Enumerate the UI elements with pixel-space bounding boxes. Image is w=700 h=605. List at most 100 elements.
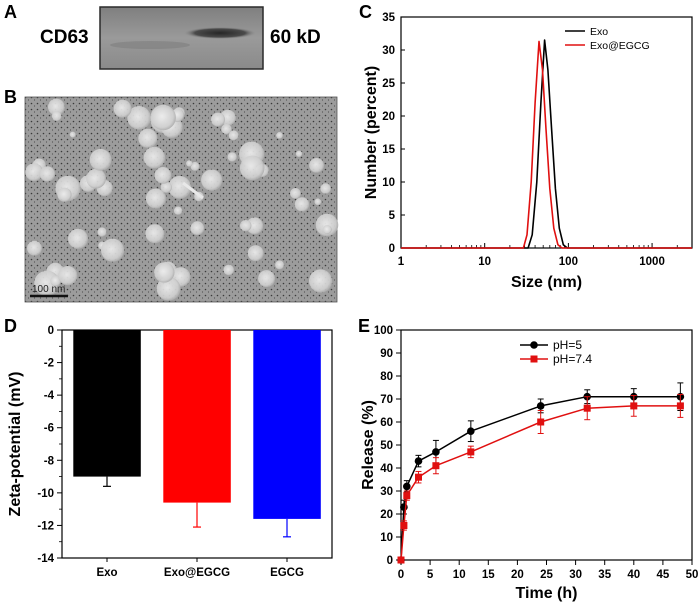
tem-vesicle (246, 217, 264, 235)
tem-vesicle (295, 150, 303, 157)
y-tick-label: -10 (37, 488, 54, 500)
x-tick-label: 20 (511, 569, 524, 581)
y-tick-label: 5 (389, 210, 396, 222)
y-tick-label: 20 (382, 111, 395, 123)
tem-vesicle (58, 266, 78, 286)
tem-vesicle (25, 163, 43, 182)
panel-letter-a: A (4, 2, 17, 22)
tem-vesicle (322, 225, 332, 234)
tem-vesicle (68, 228, 88, 249)
data-point-ph-7-4 (676, 402, 684, 410)
tem-vesicle (48, 98, 65, 116)
x-tick-label: 0 (398, 569, 404, 581)
tem-vesicle (154, 262, 175, 283)
tem-vesicle (160, 181, 172, 193)
blot-protein-label: CD63 (40, 27, 89, 48)
panel-letter-d: D (4, 316, 17, 336)
data-point-ph-5 (432, 448, 440, 456)
tem-vesicle (228, 130, 239, 141)
y-tick-label: 35 (382, 12, 395, 24)
x-tick-label: 10 (478, 256, 491, 268)
y-tick-label: 50 (380, 440, 393, 452)
y-tick-label: 20 (380, 509, 393, 521)
y-tick-label: -4 (44, 390, 55, 402)
y-tick-label: 25 (382, 78, 395, 90)
y-tick-label: -14 (37, 553, 54, 565)
tem-vesicle (290, 188, 301, 199)
y-tick-label: -2 (44, 358, 54, 370)
tem-vesicle (173, 206, 183, 215)
tem-vesicle (89, 148, 112, 171)
legend-label: Exo@EGCG (590, 40, 650, 52)
tem-vesicle (168, 175, 192, 199)
y-tick-label: 10 (380, 532, 393, 544)
tem-fiber (182, 181, 204, 200)
data-point-ph-7-4 (537, 418, 545, 426)
data-point-ph-5 (403, 482, 411, 491)
panel-e: E 0 10 20 30 40 50 60 70 80 90 100 0 5 10 15 20 25 30 35 40… (358, 316, 698, 602)
category-label: Exo (96, 567, 117, 579)
tem-vesicle (258, 270, 276, 288)
y-tick-label: 15 (382, 144, 395, 156)
y-tick-label: 100 (374, 325, 393, 337)
tem-vesicle (190, 161, 200, 171)
tem-vesicle (314, 198, 322, 206)
x-tick-label: 1000 (639, 256, 665, 268)
zeta-potential-chart: 0 -2 -4 -6 -8 -10 -12 -14 Exo Exo@EGCG EGCG Zeta-po… (7, 325, 333, 579)
tem-vesicle (201, 169, 223, 191)
x-axis-title: Size (nm) (511, 274, 582, 291)
legend-marker (530, 341, 538, 349)
tem-vesicle (247, 245, 264, 262)
tem-vesicle (221, 123, 232, 135)
tem-vesicle (309, 269, 333, 293)
tem-vesicle (227, 152, 237, 162)
y-tick-label: 80 (380, 371, 393, 383)
blot-mw-label: 60 kD (270, 27, 321, 48)
tem-vesicle (276, 132, 283, 139)
release-chart: 0 10 20 30 40 50 60 70 80 90 100 0 5 10 15 20 25 30 35 40 45… (360, 325, 698, 602)
tem-vesicle (69, 131, 76, 138)
tem-vesicle (127, 106, 151, 130)
tem-vesicle (190, 221, 205, 236)
tem-vesicle (97, 227, 107, 237)
tem-vesicle (145, 188, 166, 209)
panel-letter-b: B (4, 87, 17, 107)
data-point-ph-7-4 (403, 492, 411, 500)
tem-vesicles (25, 98, 339, 301)
plot-frame (400, 329, 693, 561)
panel-c: C 0 5 10 15 20 25 30 35 1 10 100 1000 Size (nm) Numbe… (359, 2, 693, 291)
tem-vesicle (27, 240, 42, 256)
series-line-ph-7-4 (400, 405, 681, 561)
blot-band (184, 27, 256, 39)
y-tick-label: -8 (44, 455, 55, 467)
size-distribution-chart: 0 5 10 15 20 25 30 35 1 10 100 1000 Size (nm) Number … (363, 12, 693, 291)
data-point-ph-7-4 (400, 522, 408, 529)
x-tick-label: 10 (453, 569, 466, 581)
y-axis-title: Release (%) (360, 400, 377, 490)
x-tick-label: 30 (569, 569, 582, 581)
plot-frame (400, 16, 693, 249)
tem-vesicle (101, 238, 125, 262)
blot-smear (110, 41, 190, 49)
x-tick-label: 50 (686, 569, 699, 581)
y-tick-label: 0 (387, 555, 393, 567)
x-tick-label: 15 (482, 569, 495, 581)
tem-vesicle (156, 276, 181, 301)
data-point-ph-7-4 (432, 462, 440, 470)
category-label: Exo@EGCG (164, 567, 230, 579)
x-tick-label: 1 (398, 256, 405, 268)
data-point-ph-7-4 (415, 473, 422, 481)
tem-vesicle (150, 104, 176, 131)
tem-vesicle (50, 275, 62, 287)
data-point-ph-5 (414, 457, 423, 465)
series-line-exo-egcg (401, 40, 692, 249)
tem-vesicle (143, 146, 166, 169)
tem-vesicle (309, 158, 324, 173)
legend-label: pH=5 (553, 338, 582, 352)
y-tick-label: 40 (380, 463, 393, 475)
tem-vesicle (51, 111, 62, 121)
y-tick-label: 70 (380, 394, 393, 406)
y-tick-label: 0 (389, 243, 395, 255)
tem-vesicle (211, 112, 225, 127)
